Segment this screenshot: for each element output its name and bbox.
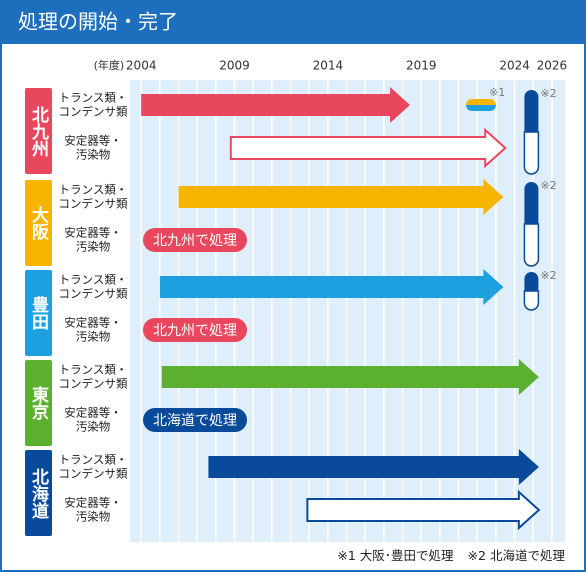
- row-label: コンデンサ類: [59, 467, 128, 481]
- title: 処理の開始・完了: [18, 10, 178, 34]
- region-name: 北海道: [28, 467, 48, 519]
- arrow: [159, 269, 504, 305]
- badge-bg: [143, 318, 247, 342]
- axis-unit: (年度): [94, 58, 125, 72]
- pill-bottom: [523, 131, 540, 175]
- row-label: コンデンサ類: [59, 287, 128, 301]
- row-label: トランス類・: [59, 453, 128, 467]
- row-label: 汚染物: [76, 420, 111, 434]
- region-box: [25, 450, 52, 536]
- badge-bg: [143, 408, 247, 432]
- marker-note: ※2: [540, 87, 556, 100]
- badge: 北九州で処理: [143, 228, 247, 252]
- title-bar: [0, 0, 586, 44]
- arrow: [229, 127, 507, 169]
- row-label: コンデンサ類: [59, 197, 128, 211]
- note-mark: ※1: [337, 548, 355, 563]
- pill-bottom: [523, 223, 540, 267]
- arrow: [306, 489, 541, 531]
- row-label: コンデンサ類: [59, 105, 128, 119]
- row-label: トランス類・: [59, 363, 128, 377]
- badge-text: 北九州で処理: [153, 233, 237, 249]
- x-tick-label: 2019: [406, 59, 437, 73]
- marker-note: ※2: [540, 269, 556, 282]
- row-label: 汚染物: [76, 510, 111, 524]
- pill-bottom: [465, 105, 496, 111]
- badge-text: 北九州で処理: [153, 323, 237, 339]
- badge-bg: [143, 228, 247, 252]
- badge-text: 北海道で処理: [153, 413, 237, 429]
- arrow: [208, 449, 539, 485]
- note-text: 北海道で処理: [490, 548, 566, 563]
- note-mark: ※2: [468, 548, 486, 563]
- x-tick-label: 2009: [219, 59, 250, 73]
- pill-top: [524, 90, 539, 132]
- pill-top: [524, 272, 539, 291]
- region-box: [25, 88, 52, 174]
- badge: 北海道で処理: [143, 408, 247, 432]
- region-name: 東京: [28, 386, 48, 420]
- row-label: 汚染物: [76, 148, 111, 162]
- x-tick-label: 2014: [313, 59, 344, 73]
- arrow: [141, 87, 411, 123]
- region-name: 北九州: [28, 105, 48, 157]
- marker-note: ※2: [540, 179, 556, 192]
- pill-bottom: [523, 290, 540, 311]
- row-label: トランス類・: [59, 91, 128, 105]
- row-label: 汚染物: [76, 330, 111, 344]
- row-label: トランス類・: [59, 273, 128, 287]
- x-tick-label: 2004: [126, 59, 157, 73]
- pill-top: [524, 182, 539, 224]
- arrow: [178, 179, 504, 215]
- region-box: [25, 360, 52, 446]
- pill-top: [465, 99, 496, 105]
- region-name: 大阪: [28, 206, 48, 240]
- row-label: 安定器等・: [64, 226, 122, 240]
- arrow: [161, 359, 539, 395]
- region-box: [25, 180, 52, 266]
- footnote: ※1 大阪･豊田で処理 ※2 北海道で処理: [337, 548, 565, 563]
- row-label: 汚染物: [76, 240, 111, 254]
- region-box: [25, 270, 52, 356]
- badge: 北九州で処理: [143, 318, 247, 342]
- marker-note: ※1: [489, 86, 505, 99]
- row-label: 安定器等・: [64, 496, 122, 510]
- row-label: 安定器等・: [64, 406, 122, 420]
- row-label: 安定器等・: [64, 316, 122, 330]
- row-label: 安定器等・: [64, 134, 122, 148]
- region-name: 豊田: [28, 296, 48, 330]
- row-label: コンデンサ類: [59, 377, 128, 391]
- note-text: 大阪･豊田で処理: [360, 548, 454, 563]
- x-tick-label: 2024: [499, 59, 530, 73]
- x-tick-label: 2026: [537, 59, 568, 73]
- row-label: トランス類・: [59, 183, 128, 197]
